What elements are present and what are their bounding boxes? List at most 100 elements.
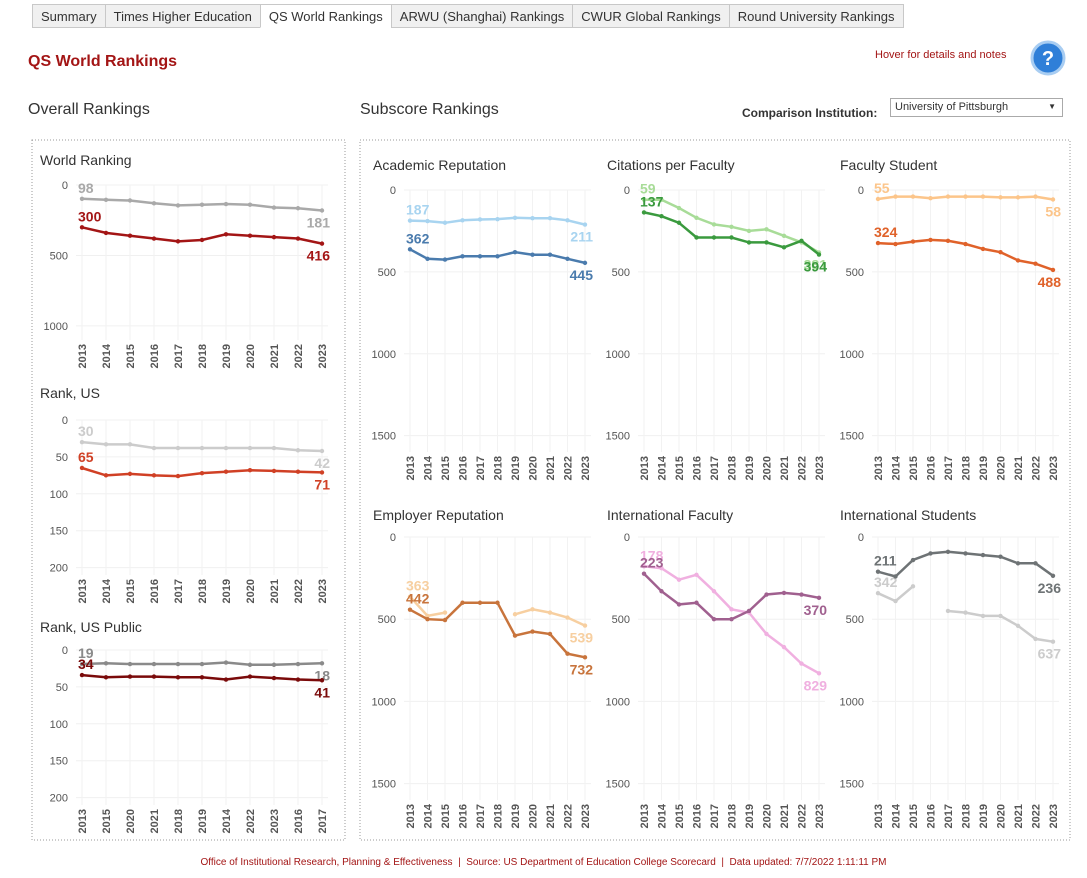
comparison-value[interactable]: University of Pittsburgh <box>895 101 1009 113</box>
data-label: 416 <box>307 248 331 264</box>
point <box>319 448 325 454</box>
data-label: 300 <box>78 208 102 224</box>
point <box>910 239 916 244</box>
x-tick-label: 2014 <box>657 455 669 480</box>
y-tick-label: 500 <box>50 250 68 262</box>
point <box>998 554 1003 559</box>
x-tick-label: 2014 <box>423 455 435 480</box>
point <box>175 675 181 680</box>
y-tick-label: 500 <box>378 614 396 626</box>
point <box>1050 639 1056 644</box>
point <box>547 610 553 615</box>
point <box>875 569 881 574</box>
data-label: 442 <box>406 591 430 607</box>
point <box>641 571 647 576</box>
chart-title: International Faculty <box>607 507 733 523</box>
point <box>512 215 518 221</box>
dropdown-arrow[interactable]: ▼ <box>1048 102 1056 111</box>
x-tick-label: 2017 <box>943 804 955 828</box>
x-tick-label: 2015 <box>440 456 452 480</box>
help-circle[interactable] <box>1030 40 1066 76</box>
data-label: 58 <box>1045 203 1061 219</box>
point <box>127 198 133 203</box>
point <box>407 218 413 223</box>
x-tick-label: 2016 <box>692 456 704 480</box>
point <box>127 661 133 667</box>
point <box>271 675 277 681</box>
point <box>425 616 430 622</box>
point <box>442 220 448 225</box>
section-title: Subscore Rankings <box>360 101 499 118</box>
x-tick-label: 2017 <box>317 809 329 833</box>
point <box>175 661 181 667</box>
x-tick-label: 2013 <box>639 456 651 480</box>
point <box>175 239 181 244</box>
point <box>247 662 253 667</box>
data-label: 223 <box>640 555 664 571</box>
point <box>79 196 85 202</box>
point <box>151 445 157 451</box>
point <box>694 572 699 578</box>
help-icon[interactable]: ? <box>1028 38 1068 78</box>
y-tick-label: 1500 <box>840 431 864 443</box>
y-tick-label: 0 <box>62 180 68 192</box>
point <box>928 195 933 201</box>
x-tick-label: 2021 <box>1013 456 1025 480</box>
tab[interactable]: ARWU (Shanghai) Rankings <box>390 4 573 28</box>
x-tick-label: 2013 <box>405 456 417 480</box>
y-tick-label: 500 <box>846 267 864 279</box>
tab[interactable]: Times Higher Education <box>104 4 260 28</box>
point <box>781 644 787 650</box>
comparison-select[interactable]: University of Pittsburgh ▼ <box>890 98 1063 117</box>
data-label: 71 <box>314 476 330 492</box>
point <box>980 613 986 619</box>
help-mark[interactable]: ? <box>1042 48 1054 70</box>
point <box>893 598 898 604</box>
point <box>875 240 881 246</box>
point <box>127 674 133 679</box>
data-label: 211 <box>874 553 897 569</box>
y-tick-label: 1500 <box>372 779 396 791</box>
tab[interactable]: QS World Rankings <box>259 4 391 28</box>
x-tick-label: 2016 <box>926 456 938 480</box>
data-label: 370 <box>804 602 828 618</box>
point <box>223 677 229 682</box>
point <box>442 610 448 615</box>
x-tick-label: 2018 <box>197 344 209 368</box>
x-tick-label: 2016 <box>149 579 161 603</box>
y-tick-label: 0 <box>858 185 864 197</box>
x-tick-label: 2021 <box>545 804 557 828</box>
point <box>711 616 717 622</box>
data-label: 363 <box>406 578 430 594</box>
point <box>127 233 133 238</box>
point <box>799 661 804 666</box>
x-tick-label: 2015 <box>125 344 137 368</box>
x-tick-label: 2014 <box>891 455 903 480</box>
y-tick-label: 0 <box>62 645 68 657</box>
x-tick-label: 2018 <box>961 456 973 480</box>
point <box>928 237 933 243</box>
data-label: 137 <box>640 193 664 209</box>
tab[interactable]: CWUR Global Rankings <box>572 4 729 28</box>
point <box>271 468 277 474</box>
point <box>295 469 301 474</box>
point <box>893 574 898 579</box>
x-tick-label: 2016 <box>458 456 470 480</box>
tab[interactable]: Summary <box>32 4 105 28</box>
hint[interactable]: Hover for details and notes <box>875 49 1007 61</box>
x-tick-label: 2014 <box>221 808 233 833</box>
x-tick-label: 2019 <box>978 456 990 480</box>
chart-title: Academic Reputation <box>373 157 506 173</box>
point <box>247 445 253 451</box>
point <box>816 595 822 601</box>
point <box>565 218 570 223</box>
x-tick-label: 2016 <box>692 804 704 828</box>
point <box>963 241 968 247</box>
tab[interactable]: Round University Rankings <box>728 4 904 28</box>
x-tick-label: 2019 <box>744 456 756 480</box>
x-tick-label: 2023 <box>317 344 329 368</box>
point <box>875 591 881 596</box>
x-tick-label: 2022 <box>293 344 305 368</box>
x-tick-label: 2020 <box>125 809 137 833</box>
